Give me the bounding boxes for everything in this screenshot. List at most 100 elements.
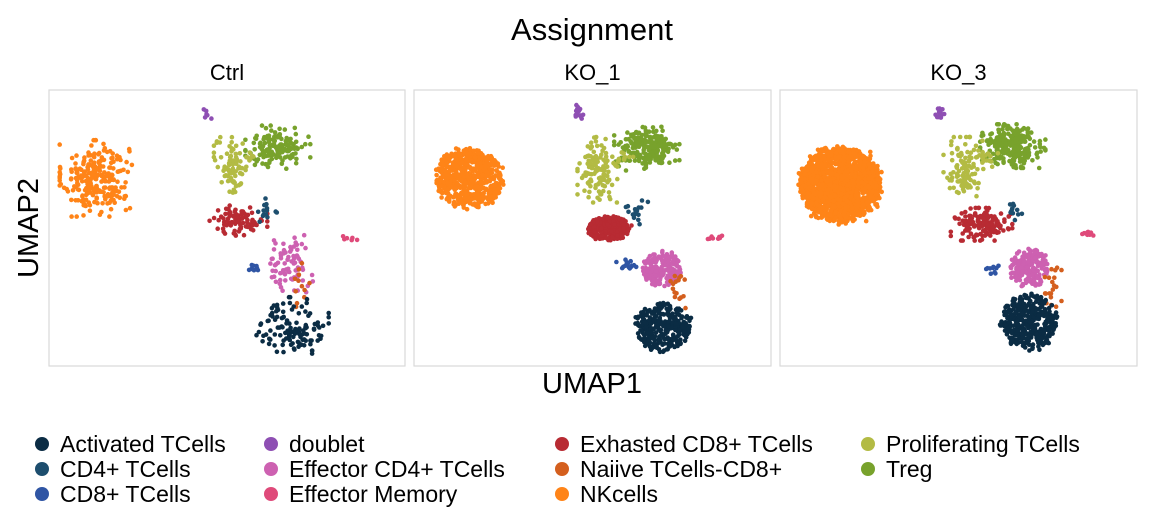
scatter-point — [286, 254, 291, 260]
scatter-point — [447, 181, 453, 187]
scatter-point — [682, 338, 688, 344]
scatter-point — [663, 136, 668, 142]
scatter-point — [1037, 141, 1043, 147]
scatter-point — [500, 179, 505, 185]
scatter-point — [998, 137, 1003, 142]
scatter-point — [273, 279, 279, 285]
scatter-point — [247, 205, 253, 210]
scatter-point — [268, 123, 274, 128]
scatter-point — [871, 196, 876, 201]
scatter-point — [582, 188, 587, 193]
scatter-point — [616, 142, 621, 147]
scatter-point — [871, 161, 876, 166]
scatter-point — [1087, 232, 1092, 237]
scatter-point — [448, 165, 454, 171]
scatter-point — [1011, 203, 1017, 208]
scatter-point — [970, 171, 975, 177]
scatter-point — [102, 194, 107, 199]
scatter-point — [269, 149, 275, 155]
scatter-point — [74, 178, 80, 183]
scatter-point — [817, 149, 822, 155]
scatter-point — [593, 139, 599, 144]
scatter-point — [641, 332, 647, 337]
scatter-point — [1025, 126, 1031, 131]
scatter-point — [653, 269, 659, 274]
scatter-point — [292, 125, 298, 131]
scatter-point — [595, 219, 600, 225]
scatter-point — [963, 179, 968, 185]
scatter-point — [641, 147, 646, 153]
scatter-point — [811, 196, 816, 201]
scatter-point — [844, 198, 850, 204]
scatter-point — [654, 157, 660, 163]
scatter-point — [830, 147, 836, 152]
scatter-point — [590, 200, 596, 205]
scatter-point — [240, 220, 246, 226]
scatter-point — [814, 200, 819, 206]
scatter-point — [234, 156, 240, 162]
scatter-point — [111, 185, 116, 191]
scatter-point — [645, 156, 651, 162]
scatter-point — [645, 199, 651, 205]
scatter-point — [281, 338, 286, 343]
scatter-point — [80, 193, 85, 198]
scatter-point — [455, 195, 460, 200]
scatter-point — [840, 148, 845, 153]
scatter-point — [81, 197, 86, 202]
scatter-point — [263, 332, 269, 337]
scatter-point — [306, 134, 311, 139]
scatter-point — [865, 199, 871, 205]
scatter-point — [824, 179, 829, 184]
scatter-point — [861, 209, 866, 215]
scatter-point — [91, 163, 96, 169]
scatter-point — [649, 330, 655, 335]
scatter-point — [295, 247, 300, 253]
scatter-point — [102, 170, 107, 175]
scatter-point — [443, 190, 449, 195]
scatter-point — [291, 244, 297, 249]
scatter-point — [647, 275, 652, 281]
facet-panels: Ctrl KO_1 KO_3 — [48, 60, 1138, 367]
scatter-point — [850, 218, 856, 224]
scatter-point — [1022, 136, 1027, 141]
scatter-point — [243, 147, 248, 153]
scatter-point — [222, 164, 227, 169]
scatter-point — [279, 146, 285, 151]
scatter-point — [246, 267, 252, 273]
scatter-point — [652, 308, 657, 313]
scatter-point — [684, 327, 690, 333]
scatter-point — [74, 214, 79, 219]
scatter-point — [262, 140, 268, 146]
scatter-point — [309, 272, 315, 278]
scatter-point — [221, 222, 227, 227]
scatter-point — [663, 328, 668, 333]
scatter-point — [471, 159, 477, 164]
scatter-point — [459, 190, 465, 195]
scatter-point — [302, 287, 307, 293]
scatter-point — [294, 300, 300, 306]
chart-title: Assignment — [511, 12, 673, 47]
scatter-point — [1001, 228, 1006, 233]
scatter-point — [261, 208, 266, 213]
scatter-point — [117, 154, 122, 160]
scatter-point — [464, 198, 469, 204]
scatter-point — [74, 170, 79, 175]
scatter-point — [650, 125, 656, 130]
scatter-point — [463, 157, 469, 163]
scatter-point — [643, 165, 649, 170]
scatter-point — [125, 169, 131, 175]
scatter-point — [954, 163, 960, 168]
scatter-point — [326, 310, 332, 316]
scatter-point — [578, 114, 583, 119]
scatter-point — [464, 206, 470, 212]
scatter-point — [129, 162, 135, 168]
scatter-point — [683, 322, 689, 327]
scatter-point — [992, 238, 997, 243]
scatter-point — [989, 222, 995, 227]
scatter-point — [296, 272, 302, 278]
scatter-point — [1006, 226, 1011, 232]
scatter-point — [286, 294, 292, 300]
scatter-point — [68, 176, 74, 181]
scatter-point — [469, 197, 474, 202]
scatter-point — [619, 233, 624, 238]
